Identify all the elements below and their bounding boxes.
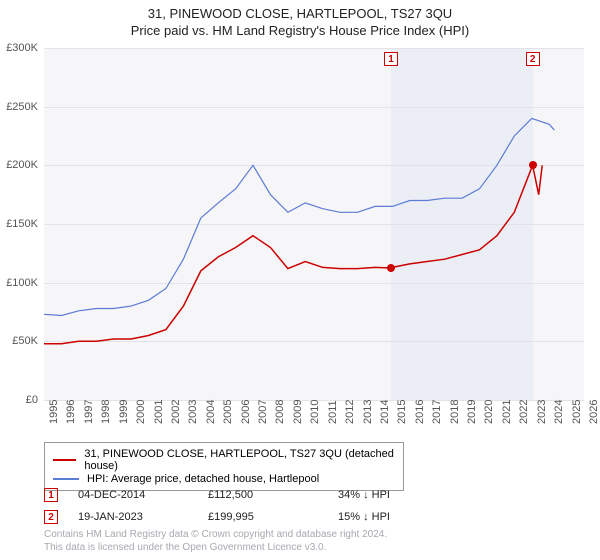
annotation-hpi-delta: 15% ↓ HPI [338,511,390,523]
x-axis-tick-label: 2008 [274,400,286,424]
disclaimer-line: This data is licensed under the Open Gov… [44,541,387,554]
sale-marker-box: 2 [526,52,540,66]
series-line [44,165,542,343]
x-axis-tick-label: 2004 [205,400,217,424]
x-axis-tick-label: 2003 [187,400,199,424]
x-axis-tick-label: 2021 [501,400,513,424]
legend-box: 31, PINEWOOD CLOSE, HARTLEPOOL, TS27 3QU… [44,442,404,491]
x-axis-tick-label: 2015 [396,400,408,424]
x-axis-tick-label: 2000 [135,400,147,424]
x-axis-tick-label: 2025 [571,400,583,424]
disclaimer-text: Contains HM Land Registry data © Crown c… [44,528,387,554]
x-axis-tick-label: 2014 [379,400,391,424]
annotation-price: £112,500 [208,489,338,501]
legend-swatch-icon [53,478,79,480]
annotation-row: 1 04-DEC-2014 £112,500 34% ↓ HPI [44,488,584,502]
x-axis-tick-label: 2018 [449,400,461,424]
y-axis-tick-label: £100K [0,277,38,289]
x-axis-tick-label: 2023 [536,400,548,424]
x-axis-tick-label: 2006 [240,400,252,424]
x-axis-tick-label: 2024 [553,400,565,424]
y-axis-tick-label: £300K [0,42,38,54]
x-axis-tick-label: 2013 [362,400,374,424]
x-axis-tick-label: 2026 [588,400,600,424]
x-axis-tick-label: 2019 [466,400,478,424]
legend-label: 31, PINEWOOD CLOSE, HARTLEPOOL, TS27 3QU… [84,448,395,472]
sale-marker-dot [529,161,537,169]
annotation-row: 2 19-JAN-2023 £199,995 15% ↓ HPI [44,510,584,524]
annotation-marker-icon: 1 [44,488,58,502]
x-axis-tick-label: 1996 [65,400,77,424]
x-axis-tick-label: 2007 [257,400,269,424]
x-axis-tick-label: 2022 [518,400,530,424]
y-axis-tick-label: £250K [0,101,38,113]
sale-marker-dot [387,264,395,272]
x-axis-tick-label: 2020 [483,400,495,424]
series-line [44,118,554,315]
sale-marker-box: 1 [384,52,398,66]
x-axis-tick-label: 1995 [48,400,60,424]
y-axis-tick-label: £150K [0,218,38,230]
x-axis-tick-label: 2009 [292,400,304,424]
disclaimer-line: Contains HM Land Registry data © Crown c… [44,528,387,541]
x-axis-tick-label: 2010 [309,400,321,424]
legend-label: HPI: Average price, detached house, Hart… [87,473,319,485]
annotation-price: £199,995 [208,511,338,523]
annotation-date: 19-JAN-2023 [78,511,208,523]
x-axis-tick-label: 1998 [100,400,112,424]
chart-subtitle: Price paid vs. HM Land Registry's House … [0,21,600,44]
x-axis-tick-label: 1999 [118,400,130,424]
legend-item: HPI: Average price, detached house, Hart… [53,473,395,485]
x-axis-tick-label: 2005 [222,400,234,424]
annotation-date: 04-DEC-2014 [78,489,208,501]
x-axis-tick-label: 1997 [83,400,95,424]
y-axis-tick-label: £200K [0,159,38,171]
chart-plot-area: £0£50K£100K£150K£200K£250K£300K199519961… [44,48,584,400]
y-axis-tick-label: £50K [0,335,38,347]
x-axis-tick-label: 2012 [344,400,356,424]
legend-item: 31, PINEWOOD CLOSE, HARTLEPOOL, TS27 3QU… [53,448,395,472]
series-lines [44,48,584,400]
x-axis-tick-label: 2001 [153,400,165,424]
x-axis-tick-label: 2011 [327,400,339,424]
x-axis-tick-label: 2017 [431,400,443,424]
annotation-marker-icon: 2 [44,510,58,524]
legend-swatch-icon [53,459,76,461]
chart-title: 31, PINEWOOD CLOSE, HARTLEPOOL, TS27 3QU [0,0,600,21]
x-axis-tick-label: 2002 [170,400,182,424]
x-axis-tick-label: 2016 [414,400,426,424]
chart-container: 31, PINEWOOD CLOSE, HARTLEPOOL, TS27 3QU… [0,0,600,560]
annotation-hpi-delta: 34% ↓ HPI [338,489,390,501]
y-axis-tick-label: £0 [0,394,38,406]
